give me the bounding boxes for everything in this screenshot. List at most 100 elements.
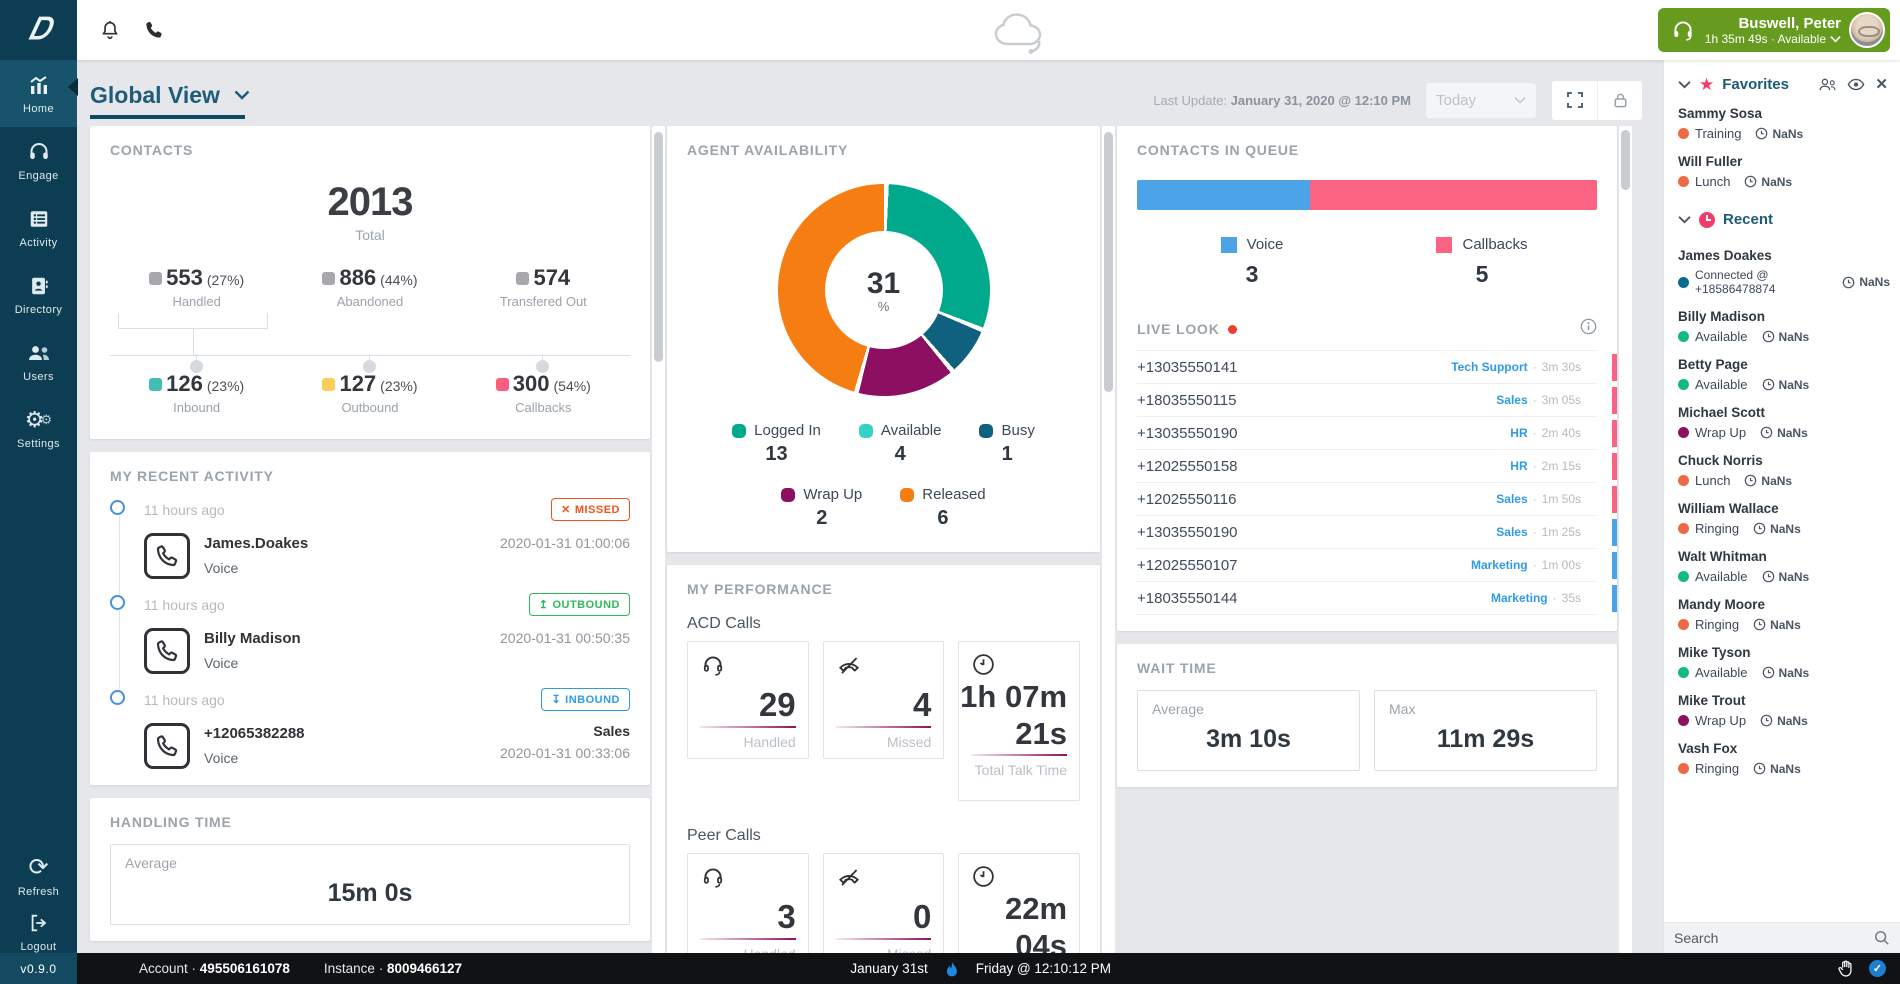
donut-center-value: 31 [866, 266, 901, 300]
legend-label: Wrap Up [803, 486, 863, 503]
queue-name[interactable]: Sales [1496, 393, 1528, 407]
acd-handled-card: 29 Handled [687, 641, 809, 759]
chevron-down-icon[interactable] [1678, 215, 1691, 224]
card-title: WAIT TIME [1137, 660, 1217, 676]
queue-name[interactable]: Marketing [1490, 591, 1548, 605]
search-icon[interactable] [1874, 930, 1890, 946]
users-icon [4, 341, 73, 365]
contact-status: Lunch [1695, 174, 1731, 189]
dashboard: Global View Last Update: January 31, 202… [77, 60, 1663, 953]
sidebar-item-label: Settings [17, 438, 60, 450]
sidebar-item-logout[interactable]: Logout [0, 898, 77, 953]
stat-label: Abandoned [336, 294, 404, 309]
contact-status: Available [1695, 569, 1748, 584]
channel-indicator [1612, 387, 1617, 414]
legend-square [322, 377, 336, 391]
live-look-row[interactable]: +13035550141 Tech Support · 3m 30s [1137, 351, 1617, 384]
instance-value: 8009466127 [386, 961, 463, 976]
chevron-down-icon[interactable] [1678, 80, 1691, 89]
info-icon[interactable] [1580, 318, 1597, 340]
wait-time-average-box: Average 3m 10s [1137, 690, 1360, 771]
recent-contact[interactable]: Betty Page Available NaNs [1678, 357, 1900, 392]
column-scrollbar[interactable] [652, 126, 665, 953]
queue-name[interactable]: HR [1510, 459, 1528, 473]
activity-item[interactable]: 11 hours ago ✕ MISSED James.Doakes Voice [110, 498, 630, 579]
fullscreen-icon [1566, 92, 1583, 108]
queue-name[interactable]: HR [1510, 426, 1528, 440]
stat-pct: (23%) [380, 378, 418, 394]
contact-name: Billy Madison [1678, 309, 1766, 324]
queue-name[interactable]: Sales [1496, 525, 1528, 539]
lock-button[interactable] [1597, 80, 1642, 120]
add-contact-icon[interactable] [1818, 77, 1837, 92]
contact-status: Ringing [1695, 761, 1740, 776]
channel-indicator [1612, 453, 1617, 480]
live-look-row[interactable]: +13035550190 HR · 2m 40s [1137, 417, 1617, 450]
instance-label: Instance · [323, 961, 384, 976]
live-look-row[interactable]: +12025550107 Marketing · 1m 00s [1137, 549, 1617, 582]
live-look-row[interactable]: +12025550158 HR · 2m 15s [1137, 450, 1617, 483]
app-version: v0.9.0 [0, 953, 77, 984]
sidebar-item-activity[interactable]: Activity [0, 194, 77, 261]
missed-call-icon [838, 869, 859, 886]
acd-calls-label: ACD Calls [687, 615, 761, 632]
contact-name: Betty Page [1678, 357, 1748, 372]
close-icon[interactable]: ✕ [1875, 76, 1888, 93]
clock-icon [1762, 330, 1774, 343]
column-scrollbar[interactable] [1102, 126, 1115, 953]
recent-contact[interactable]: Walt Whitman Available NaNs [1678, 549, 1900, 584]
user-status-badge[interactable]: Buswell, Peter 1h 35m 49s · Available [1658, 8, 1890, 52]
app-logo[interactable]: 𝐷 [0, 0, 77, 60]
favorite-contact[interactable]: Will Fuller Lunch NaNs [1678, 154, 1900, 189]
queue-name[interactable]: Marketing [1470, 558, 1528, 572]
queue-name[interactable]: Tech Support [1451, 360, 1528, 374]
contact-timer: NaNs [1761, 473, 1793, 488]
recent-contact[interactable]: Billy Madison Available NaNs [1678, 309, 1900, 344]
recent-contact[interactable]: Mike Tyson Available NaNs [1678, 645, 1900, 680]
fullscreen-button[interactable] [1552, 80, 1597, 120]
sidebar-item-settings[interactable]: ⚙ ⚙ Settings [0, 395, 77, 462]
sidebar-item-users[interactable]: Users [0, 328, 77, 395]
clock-icon [973, 866, 995, 887]
live-look-row[interactable]: +18035550144 Marketing · 35s [1137, 582, 1617, 615]
live-look-row[interactable]: +13035550190 Sales · 1m 25s [1137, 516, 1617, 549]
date-range-select[interactable]: Today [1425, 81, 1537, 119]
queue-voice-bar [1137, 180, 1310, 210]
clock-icon [1756, 127, 1768, 140]
clock-icon [1745, 474, 1757, 487]
phone-icon[interactable] [143, 19, 165, 41]
status-dot [1678, 379, 1689, 390]
recent-contact[interactable]: Mandy Moore Ringing NaNs [1678, 597, 1900, 632]
activity-datetime: 2020-01-31 00:50:35 [500, 630, 630, 646]
connection-check-icon[interactable]: ✓ [1869, 960, 1886, 977]
sidebar-item-directory[interactable]: Directory [0, 261, 77, 328]
recent-contact[interactable]: Vash Fox Ringing NaNs [1678, 741, 1900, 776]
notifications-bell-icon[interactable] [99, 18, 121, 42]
metric-value-line2: 04s [1015, 927, 1068, 953]
legend-label: Released [922, 486, 986, 503]
activity-item[interactable]: 11 hours ago ↥ OUTBOUND Billy Madison Voi… [110, 593, 630, 674]
page-scrollbar[interactable] [1619, 126, 1632, 953]
recent-contact[interactable]: William Wallace Ringing NaNs [1678, 501, 1900, 536]
contact-timer: NaNs [1761, 174, 1793, 189]
recent-contact[interactable]: Chuck Norris Lunch NaNs [1678, 453, 1900, 488]
live-look-row[interactable]: +12025550116 Sales · 1m 50s [1137, 483, 1617, 516]
contact-timer: NaNs [1777, 713, 1808, 728]
live-look-row[interactable]: +18035550115 Sales · 3m 05s [1137, 384, 1617, 417]
hand-icon[interactable] [1838, 960, 1853, 977]
view-selector[interactable]: Global View [90, 82, 250, 109]
recent-contact[interactable]: Mike Trout Wrap Up NaNs [1678, 693, 1900, 728]
sidebar-item-engage[interactable]: Engage [0, 127, 77, 194]
activity-item[interactable]: 11 hours ago ↧ INBOUND +12065382288 Voice [110, 688, 630, 769]
queue-name[interactable]: Sales [1496, 492, 1528, 506]
recent-contact[interactable]: James Doakes Connected @ +18586478874 Na… [1678, 248, 1900, 296]
sidebar-item-home[interactable]: Home [0, 60, 78, 127]
wait-duration: 1m 50s [1541, 492, 1581, 506]
channel-indicator [1612, 486, 1617, 513]
search-input[interactable] [1674, 930, 1874, 946]
recent-contact[interactable]: Michael Scott Wrap Up NaNs [1678, 405, 1900, 440]
favorite-contact[interactable]: Sammy Sosa Training NaNs [1678, 106, 1900, 141]
availability-legend-row-2: Wrap Up 2 Released 6 [687, 486, 1080, 530]
sidebar-item-refresh[interactable]: ⟳ Refresh [0, 843, 77, 899]
eye-icon[interactable] [1847, 78, 1865, 91]
